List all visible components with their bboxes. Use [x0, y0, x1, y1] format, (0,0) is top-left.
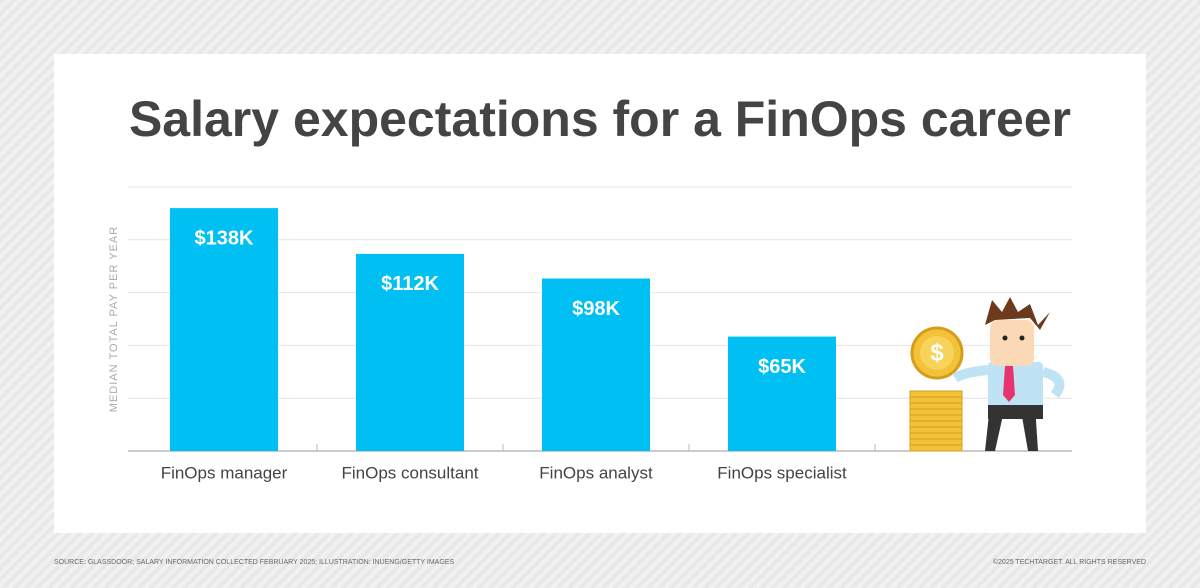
svg-text:$: $ [930, 339, 944, 366]
x-tick-label: FinOps consultant [341, 463, 478, 482]
value-label: $98K [572, 298, 620, 320]
y-axis-label: MEDIAN TOTAL PAY PER YEAR [108, 226, 120, 412]
x-tick-label: FinOps analyst [539, 463, 653, 482]
x-tick-label: FinOps manager [161, 463, 288, 482]
value-label: $138K [195, 227, 254, 249]
x-tick-label: FinOps specialist [717, 463, 847, 482]
bar [542, 278, 650, 451]
plot: FinOps manager $138K FinOps consultant $112… [128, 186, 1072, 482]
chart-title: Salary expectations for a FinOps career [129, 91, 1071, 147]
illustration: $ [909, 297, 1065, 452]
source-note: SOURCE: GLASSDOOR; SALARY INFORMATION CO… [54, 559, 454, 566]
value-label: $112K [381, 273, 439, 295]
value-label: $65K [758, 356, 806, 378]
bar [356, 253, 464, 451]
bar [170, 208, 278, 451]
copyright: ©2025 TECHTARGET. ALL RIGHTS RESERVED [993, 558, 1146, 566]
bar [728, 336, 836, 451]
